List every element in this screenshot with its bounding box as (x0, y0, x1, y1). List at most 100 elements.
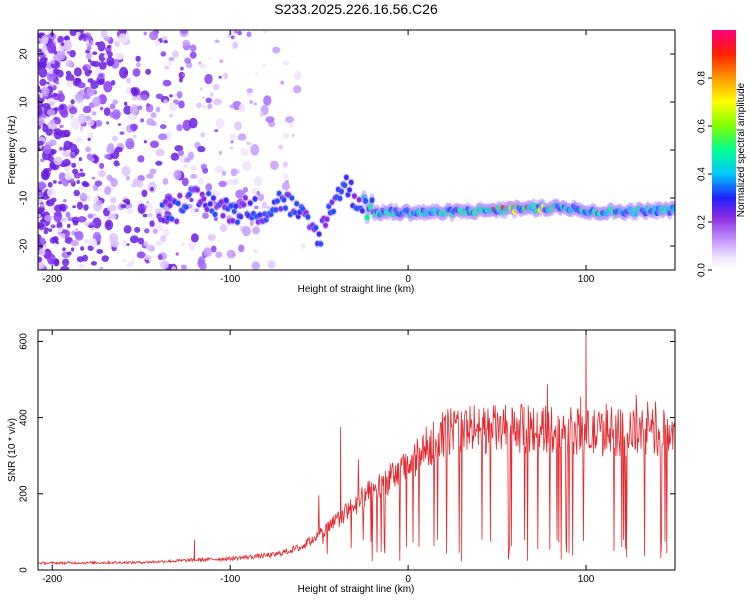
heatmap-noise-cell (182, 164, 188, 169)
heatmap-noise-cell (61, 258, 70, 267)
heatmap-noise-cell (219, 223, 227, 233)
heatmap-noise-cell (121, 239, 128, 247)
heatmap-signal-cell (207, 201, 213, 207)
heatmap-noise-cell (106, 222, 111, 227)
heatmap-noise-cell (86, 46, 92, 51)
heatmap-signal-cell (337, 195, 343, 202)
colorbar-gradient (712, 30, 736, 270)
colorbar-label: Normalized spectral amplitude (736, 82, 747, 217)
heatmap-noise-cell (229, 133, 237, 141)
heatmap-noise-cell (249, 99, 253, 104)
heatmap-noise-cell (214, 129, 219, 133)
heatmap-signal-cell (204, 206, 210, 213)
heatmap-noise-cell (65, 130, 70, 134)
heatmap-noise-cell (96, 248, 104, 254)
heatmap-noise-cell (110, 240, 120, 248)
heatmap-signal-cell (175, 200, 181, 206)
heatmap-noise-cell (120, 204, 127, 209)
heatmap-noise-cell (96, 61, 101, 65)
heatmap-noise-cell (67, 216, 73, 222)
heatmap-noise-cell (131, 88, 139, 96)
heatmap-noise-cell (176, 124, 183, 132)
heatmap-noise-cell (169, 94, 173, 98)
heatmap-noise-cell (80, 246, 85, 251)
heatmap-noise-cell (110, 79, 116, 86)
heatmap-noise-cell (215, 251, 223, 259)
heatmap-noise-cell (47, 42, 57, 54)
heatmap-noise-cell (111, 109, 121, 120)
heatmap-noise-cell (94, 120, 103, 127)
heatmap-signal-cell (195, 187, 200, 193)
heatmap-noise-cell (173, 169, 182, 180)
heatmap-noise-cell (53, 68, 60, 74)
heatmap-noise-cell (78, 263, 85, 269)
heatmap-noise-cell (123, 105, 132, 115)
heatmap-noise-cell (87, 59, 92, 63)
heatmap-noise-cell (126, 243, 130, 246)
heatmap-signal-cell (342, 182, 348, 188)
heatmap-signal-cell (223, 197, 229, 203)
snr-ytick-label: 0 (19, 567, 30, 573)
snr-xtick-label: 0 (405, 574, 411, 585)
heatmap-noise-cell (255, 72, 259, 76)
heatmap-noise-cell (149, 30, 159, 41)
heatmap-noise-cell (180, 30, 188, 35)
heatmap-signal-cell (356, 197, 362, 203)
heatmap-noise-cell (257, 193, 265, 202)
heatmap-noise-cell (61, 217, 67, 223)
heatmap-noise-cell (53, 156, 63, 166)
heatmap-noise-cell (219, 59, 224, 64)
heatmap-noise-cell (282, 132, 290, 139)
heatmap-noise-cell (53, 258, 59, 265)
spectrogram-ylabel: Frequency (Hz) (7, 116, 18, 185)
heatmap-noise-cell (285, 116, 295, 124)
heatmap-noise-cell (106, 121, 110, 125)
heatmap-noise-cell (132, 178, 139, 186)
heatmap-noise-cell (46, 200, 50, 205)
heatmap-noise-cell (106, 56, 115, 67)
heatmap-noise-cell (84, 238, 90, 244)
snr-xtick-label: 100 (578, 574, 595, 585)
heatmap-signal-cell (318, 241, 324, 247)
heatmap-noise-cell (40, 203, 45, 207)
heatmap-noise-cell (251, 261, 261, 270)
heatmap-noise-cell (132, 68, 141, 77)
heatmap-noise-cell (66, 251, 72, 256)
heatmap-noise-cell (254, 205, 259, 210)
heatmap-noise-cell (125, 175, 130, 181)
heatmap-noise-cell (300, 243, 307, 249)
heatmap-noise-cell (178, 100, 185, 109)
heatmap-noise-cell (39, 237, 46, 245)
heatmap-noise-cell (43, 229, 49, 235)
heatmap-noise-cell (179, 77, 183, 83)
heatmap-noise-cell (66, 80, 73, 88)
heatmap-noise-cell (82, 182, 90, 188)
heatmap-noise-cell (123, 101, 128, 106)
heatmap-noise-cell (208, 56, 212, 60)
heatmap-noise-cell (70, 143, 78, 153)
snr-xtick-label: -200 (42, 574, 62, 585)
heatmap-noise-cell (267, 260, 276, 269)
heatmap-noise-cell (162, 79, 172, 87)
heatmap-noise-cell (53, 116, 59, 121)
heatmap-noise-cell (242, 225, 251, 237)
heatmap-noise-cell (38, 125, 41, 130)
heatmap-noise-cell (207, 103, 213, 110)
heatmap-noise-cell (205, 183, 213, 192)
heatmap-noise-cell (98, 61, 107, 70)
heatmap-noise-cell (238, 103, 246, 113)
heatmap-noise-cell (55, 210, 62, 218)
heatmap-noise-cell (59, 130, 67, 138)
heatmap-noise-cell (46, 109, 56, 117)
spectrogram-xlabel: Height of straight line (km) (298, 284, 415, 295)
heatmap-noise-cell (126, 77, 132, 84)
heatmap-noise-cell (130, 123, 138, 131)
heatmap-noise-cell (71, 151, 75, 156)
heatmap-noise-cell (114, 146, 123, 153)
heatmap-noise-cell (50, 224, 56, 229)
heatmap-noise-cell (87, 213, 94, 219)
heatmap-noise-cell (53, 54, 60, 62)
heatmap-noise-cell (50, 60, 56, 65)
heatmap-noise-cell (142, 213, 148, 218)
heatmap-noise-cell (200, 163, 208, 170)
